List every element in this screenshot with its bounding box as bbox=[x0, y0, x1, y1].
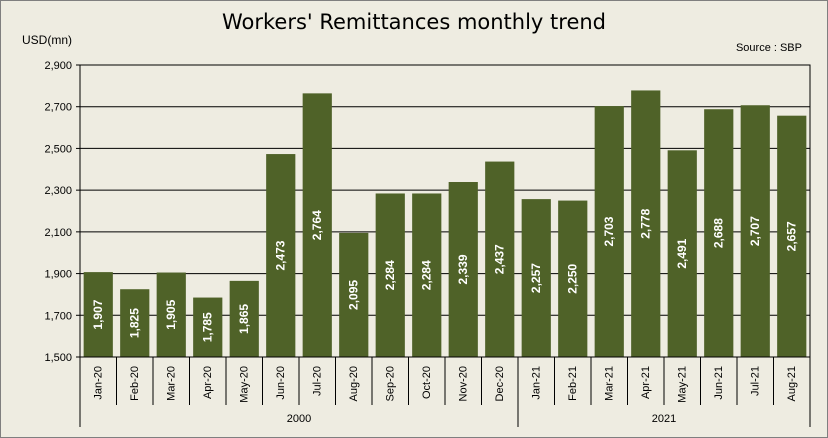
y-tick-label: 2,100 bbox=[44, 227, 72, 239]
bar bbox=[120, 289, 150, 357]
bar-value-label: 2,437 bbox=[493, 244, 507, 274]
bar bbox=[83, 272, 113, 357]
y-tick-label: 1,500 bbox=[44, 352, 72, 364]
y-tick-label: 1,700 bbox=[44, 310, 72, 322]
bar bbox=[594, 106, 624, 358]
bar-value-label: 2,284 bbox=[420, 260, 434, 290]
x-tick-label: Oct-20 bbox=[421, 366, 433, 399]
x-tick-label: Jun-21 bbox=[713, 366, 725, 400]
bar bbox=[412, 193, 442, 357]
bar-value-label: 2,250 bbox=[566, 263, 580, 293]
bar bbox=[485, 161, 515, 357]
bar-value-label: 1,825 bbox=[128, 308, 142, 338]
x-tick-label: Apr-20 bbox=[202, 366, 214, 399]
bar-value-label: 2,095 bbox=[347, 280, 361, 310]
x-tick-label: Nov-20 bbox=[457, 366, 469, 401]
x-tick-label: Mar-21 bbox=[603, 366, 615, 401]
y-tick-label: 2,900 bbox=[44, 60, 72, 72]
y-tick-label: 2,500 bbox=[44, 143, 72, 155]
bar-value-label: 2,703 bbox=[602, 216, 616, 246]
x-tick-label: Jan-20 bbox=[92, 366, 104, 400]
group-label: 2000 bbox=[287, 413, 311, 425]
bar bbox=[777, 115, 807, 357]
bar-value-label: 2,491 bbox=[675, 238, 689, 268]
y-tick-label: 2,700 bbox=[44, 102, 72, 114]
bar-value-label: 1,785 bbox=[201, 312, 215, 342]
y-tick-label: 2,300 bbox=[44, 185, 72, 197]
bar bbox=[740, 105, 770, 357]
x-tick-label: Jun-20 bbox=[275, 366, 287, 400]
bar bbox=[375, 193, 405, 357]
x-tick-label: Aug-20 bbox=[348, 366, 360, 401]
bar bbox=[704, 109, 734, 358]
bar-value-label: 2,688 bbox=[712, 218, 726, 248]
bar-value-label: 2,473 bbox=[274, 240, 288, 270]
x-tick-label: May-21 bbox=[676, 366, 688, 403]
bar-value-label: 2,339 bbox=[456, 254, 470, 284]
bar-value-label: 2,284 bbox=[383, 260, 397, 290]
bar bbox=[667, 150, 697, 357]
x-tick-label: Mar-20 bbox=[165, 366, 177, 401]
x-tick-label: Jul-21 bbox=[749, 366, 761, 396]
bar bbox=[193, 297, 223, 357]
bar-value-label: 1,907 bbox=[91, 299, 105, 329]
bar bbox=[631, 90, 661, 358]
x-tick-label: Jan-21 bbox=[530, 366, 542, 400]
x-tick-label: Aug-21 bbox=[786, 366, 798, 401]
bar bbox=[448, 182, 478, 357]
bar bbox=[229, 280, 259, 357]
x-tick-label: Apr-21 bbox=[640, 366, 652, 399]
x-tick-label: Feb-21 bbox=[567, 366, 579, 401]
y-tick-label: 1,900 bbox=[44, 269, 72, 281]
x-tick-label: Sep-20 bbox=[384, 366, 396, 401]
plot-area bbox=[79, 64, 811, 358]
x-tick-label: May-20 bbox=[238, 366, 250, 403]
bar-value-label: 2,657 bbox=[785, 221, 799, 251]
x-tick-label: Dec-20 bbox=[494, 366, 506, 401]
bar-value-label: 2,257 bbox=[529, 263, 543, 293]
source-note: Source : SBP bbox=[735, 42, 802, 54]
bar bbox=[156, 272, 186, 357]
y-axis-unit-label: USD(mn) bbox=[22, 33, 72, 47]
bar bbox=[339, 232, 369, 357]
bar bbox=[558, 200, 588, 357]
bar-value-label: 2,778 bbox=[639, 208, 653, 238]
x-tick-label: Feb-20 bbox=[129, 366, 141, 401]
bar-value-label: 2,707 bbox=[748, 216, 762, 246]
bar bbox=[266, 154, 296, 357]
bar bbox=[302, 93, 332, 357]
bar-value-label: 1,905 bbox=[164, 299, 178, 329]
chart-title: Workers' Remittances monthly trend bbox=[221, 10, 607, 34]
bar-value-label: 1,865 bbox=[237, 304, 251, 334]
bar-value-label: 2,764 bbox=[310, 210, 324, 240]
group-label: 2021 bbox=[652, 413, 676, 425]
bar bbox=[521, 199, 551, 357]
x-tick-label: Jul-20 bbox=[311, 366, 323, 396]
